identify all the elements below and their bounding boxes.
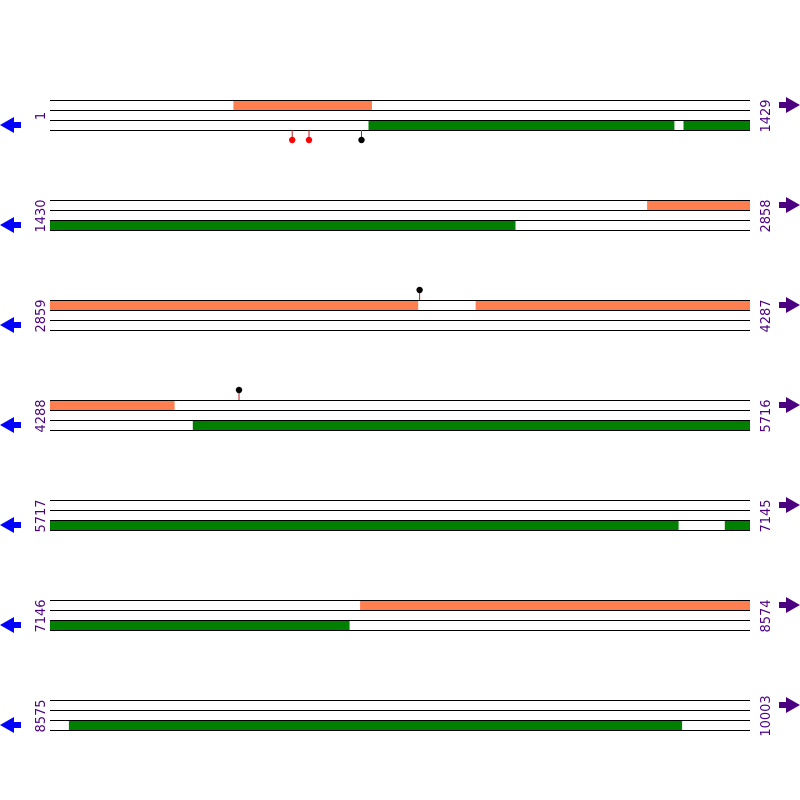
- row-start-position: 1430: [34, 199, 49, 232]
- forward-feature-segment: [475, 300, 750, 310]
- site-marker: [289, 136, 296, 144]
- forward-feature-segment: [360, 600, 750, 610]
- forward-feature-segment: [50, 300, 419, 310]
- row-start-position: 8575: [34, 699, 49, 732]
- reverse-strand-arrow-icon: [0, 617, 21, 633]
- row-start-position: 1: [34, 112, 49, 120]
- row-start-position: 4288: [34, 399, 49, 432]
- reverse-feature-segment: [192, 420, 751, 430]
- reverse-feature-segment: [50, 220, 516, 230]
- reverse-strand-arrow-icon: [0, 717, 21, 733]
- forward-feature-segment: [50, 400, 175, 410]
- site-marker: [235, 386, 243, 394]
- reverse-strand-arrow-icon: [0, 417, 21, 433]
- row-start-position: 5717: [34, 499, 49, 532]
- forward-strand-arrow-icon: [779, 397, 800, 413]
- reverse-strand-arrow-icon: [0, 517, 21, 533]
- forward-strand-arrow-icon: [779, 297, 800, 313]
- forward-feature-segment: [647, 200, 750, 210]
- site-marker: [358, 136, 365, 144]
- site-marker: [305, 136, 313, 144]
- reverse-strand-arrow-icon: [0, 217, 21, 233]
- reverse-feature-segment: [50, 620, 350, 630]
- row-start-position: 2859: [34, 299, 49, 332]
- reverse-strand-arrow-icon: [0, 117, 21, 133]
- forward-strand-arrow-icon: [779, 197, 800, 213]
- row-end-position: 4287: [759, 299, 774, 332]
- row-end-position: 1429: [759, 99, 774, 132]
- row-end-position: 7145: [759, 499, 774, 532]
- row-end-position: 10003: [759, 695, 774, 736]
- site-marker: [416, 286, 423, 294]
- reverse-feature-segment: [50, 520, 679, 530]
- forward-strand-arrow-icon: [779, 697, 800, 713]
- reverse-strand-arrow-icon: [0, 317, 21, 333]
- row-end-position: 2858: [759, 199, 774, 232]
- forward-strand-arrow-icon: [779, 97, 800, 113]
- forward-strand-arrow-icon: [779, 597, 800, 613]
- row-end-position: 5716: [759, 399, 774, 432]
- row-end-position: 8574: [759, 599, 774, 632]
- reverse-feature-segment: [68, 720, 683, 730]
- reverse-feature-segment: [724, 520, 750, 530]
- reverse-feature-segment: [368, 120, 675, 130]
- forward-feature-segment: [233, 100, 372, 110]
- forward-strand-arrow-icon: [779, 497, 800, 513]
- reverse-feature-segment: [683, 120, 750, 130]
- row-start-position: 7146: [34, 599, 49, 632]
